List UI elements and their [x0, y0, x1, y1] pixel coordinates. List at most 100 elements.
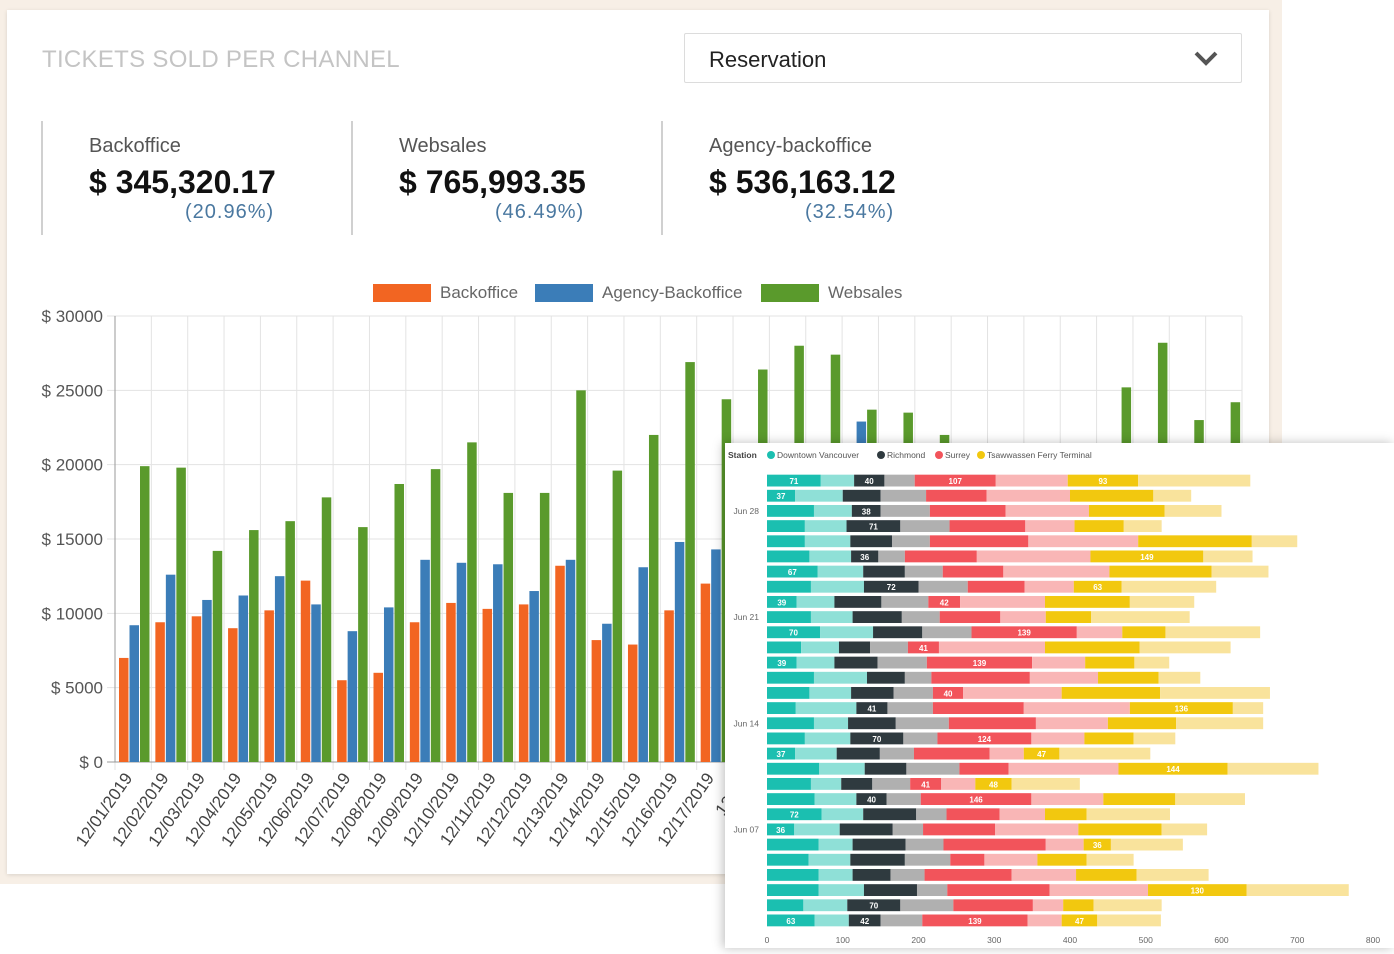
stacked-segment	[834, 656, 878, 669]
stacked-segment	[1011, 869, 1077, 881]
stacked-segment	[794, 823, 840, 836]
bar-agency-backoffice	[674, 541, 685, 762]
stacked-segment	[814, 914, 849, 927]
legend-dot	[977, 451, 985, 459]
stacked-segment	[767, 717, 814, 730]
stacked-segment	[1024, 580, 1074, 593]
stacked-segment	[946, 808, 1000, 821]
bar-websales	[430, 469, 441, 762]
stacked-segment	[795, 702, 857, 714]
bar-agency-backoffice	[565, 559, 576, 762]
stacked-segment	[922, 626, 972, 639]
x-tick-label: 800	[1366, 935, 1380, 945]
bar-backoffice	[627, 644, 638, 762]
data-label: 38	[862, 507, 871, 516]
stacked-segment	[809, 687, 852, 699]
legend-label: Backoffice	[440, 283, 518, 302]
stacked-segment	[834, 596, 882, 608]
stacked-segment	[1097, 914, 1161, 927]
stacked-segment	[926, 489, 987, 502]
x-tick-label: 700	[1290, 935, 1304, 945]
stacked-segment	[872, 778, 911, 790]
bar-agency-backoffice	[274, 576, 285, 762]
stacked-segment	[1008, 762, 1119, 775]
channel-select[interactable]: Reservation	[684, 33, 1242, 83]
stacked-segment	[895, 717, 949, 730]
stacked-segment	[767, 869, 819, 881]
data-label: 70	[789, 629, 798, 638]
stacked-segment	[839, 823, 893, 836]
stacked-segment	[873, 626, 923, 639]
stacked-segment	[920, 793, 1032, 805]
stacked-segment	[1129, 596, 1195, 608]
stacked-segment	[767, 914, 815, 927]
stacked-segment	[1031, 732, 1085, 745]
stacked-segment	[796, 656, 835, 669]
bar-backoffice	[482, 608, 493, 762]
stacked-segment	[767, 656, 797, 669]
stacked-segment	[1045, 808, 1087, 821]
y-tick-label: Jun 28	[733, 506, 759, 516]
stacked-segment	[1251, 535, 1298, 548]
stacked-segment	[1045, 596, 1130, 608]
stacked-segment	[1136, 869, 1209, 881]
stacked-segment	[976, 550, 1091, 563]
stacked-segment	[1160, 687, 1270, 699]
stacked-segment	[1045, 611, 1092, 623]
stacked-segment	[1028, 535, 1139, 548]
stacked-segment	[767, 565, 818, 578]
stacked-segment	[864, 762, 907, 775]
kpi-percent: (32.54%)	[805, 201, 895, 223]
bar-agency-backoffice	[529, 591, 539, 762]
stacked-segment	[1032, 656, 1086, 669]
stacked-segment	[995, 474, 1068, 487]
chevron-down-icon[interactable]	[1193, 48, 1219, 73]
kpi-label: Backoffice	[89, 135, 181, 157]
legend-dot	[767, 451, 775, 459]
stacked-segment	[892, 823, 924, 836]
stacked-segment	[1085, 656, 1135, 669]
kpi-agency-backoffice: Agency-backoffice $ 536,163.12 (32.54%)	[661, 121, 963, 235]
stacked-segment	[813, 671, 867, 684]
stacked-segment	[891, 535, 930, 548]
bar-agency-backoffice	[347, 631, 358, 762]
stacked-segment	[950, 853, 985, 866]
stacked-segment	[1103, 793, 1176, 805]
stacked-segment	[814, 793, 857, 805]
stacked-segment	[810, 580, 864, 593]
stacked-segment	[1211, 565, 1269, 578]
data-label: 70	[872, 735, 881, 744]
data-label: 144	[1166, 765, 1180, 774]
stacked-segment	[1076, 626, 1123, 639]
legend-label: Richmond	[887, 450, 926, 460]
kpi-websales: Websales $ 765,993.35 (46.49%)	[351, 121, 653, 235]
data-label: 39	[777, 598, 786, 607]
data-label: 136	[1175, 704, 1189, 713]
stacked-segment	[942, 565, 1004, 578]
stacked-segment	[960, 596, 1046, 608]
stacked-segment	[932, 687, 964, 699]
stacked-segment	[804, 520, 847, 532]
bar-websales	[176, 467, 186, 762]
y-tick-label: $ 10000	[42, 604, 103, 623]
data-label: 139	[973, 659, 987, 668]
y-tick-label: $ 25000	[42, 381, 103, 400]
legend-swatch	[535, 284, 593, 302]
stacked-segment	[813, 505, 852, 517]
data-label: 40	[944, 689, 953, 698]
stacked-segment	[863, 884, 917, 896]
stacked-segment	[924, 869, 1012, 881]
data-label: 72	[887, 583, 896, 592]
stacked-segment	[1027, 914, 1062, 927]
stacked-segment	[926, 656, 1033, 669]
stacked-segment	[856, 702, 888, 714]
station-stacked-bar-chart: Station Downtown Vancouver Richmond Surrey T…	[728, 450, 1380, 945]
stacked-segment	[846, 520, 901, 532]
bar-agency-backoffice	[602, 623, 612, 762]
bar-backoffice	[555, 565, 565, 762]
stacked-segment	[907, 641, 939, 654]
stacked-segment	[767, 520, 805, 532]
stacked-segment	[767, 550, 810, 563]
x-tick-label: 400	[1063, 935, 1077, 945]
bar-websales	[358, 527, 368, 762]
